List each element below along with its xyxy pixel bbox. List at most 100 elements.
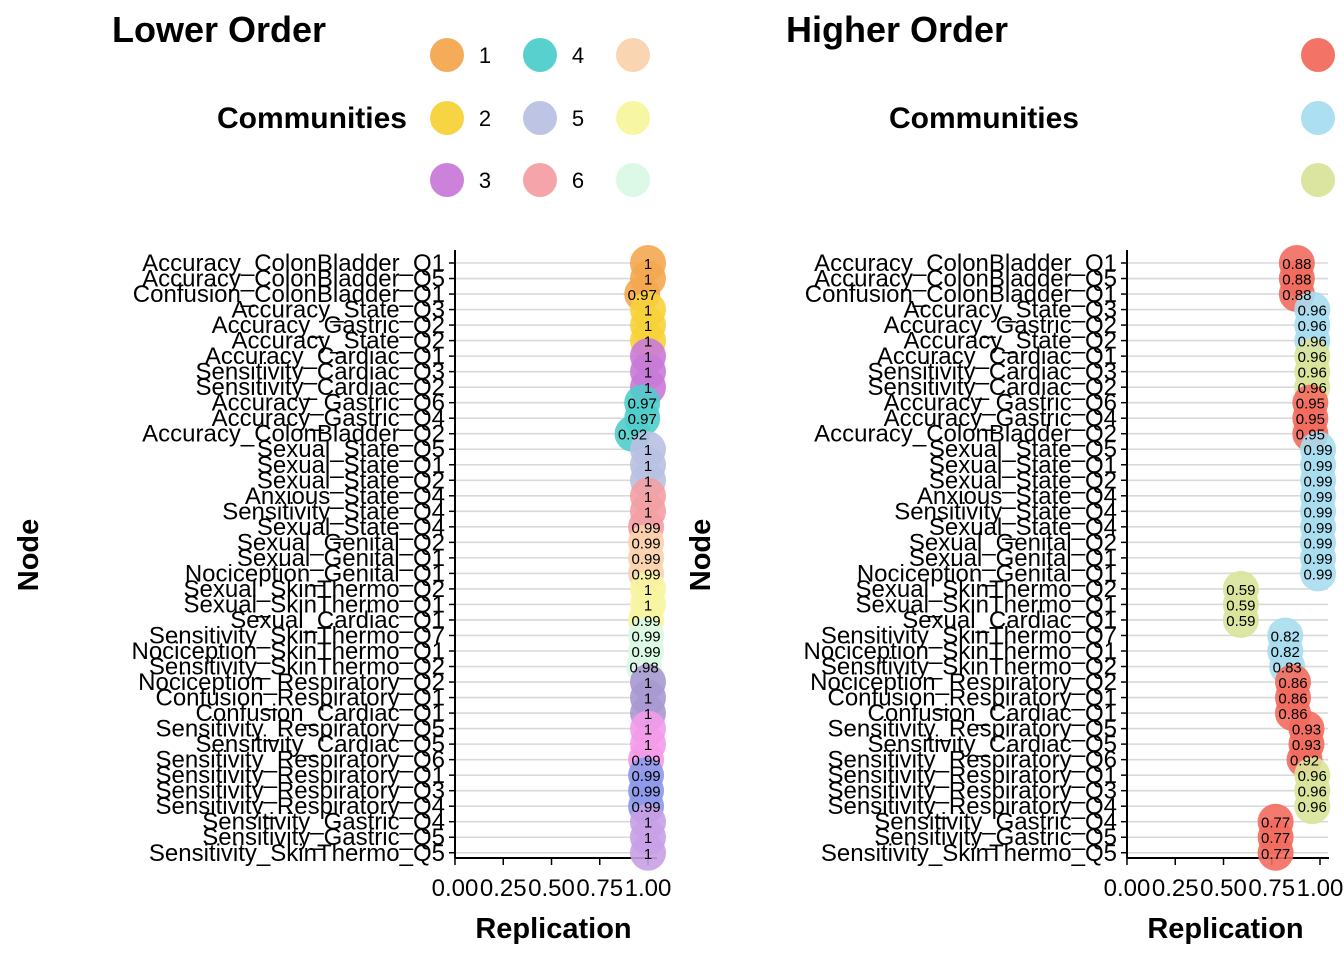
data-label: 0.77 [1261, 830, 1290, 847]
node-label: Nociception_Genital_Q1 [857, 560, 1117, 587]
node-label: Confusion_Cardiac_Q1 [868, 700, 1117, 727]
node-label: Accuracy_Gastric_Q4 [212, 405, 445, 432]
node-label: Sensitivity_SkinThermo_Q7 [821, 622, 1117, 649]
node-label: Accuracy_ColonBladder_Q2 [814, 421, 1117, 448]
legend-swatch [430, 163, 464, 197]
data-label: 1 [644, 706, 652, 723]
data-label: 0.96 [1298, 380, 1327, 397]
data-label: 1 [644, 256, 652, 273]
x-tick-label: 1.00 [1297, 875, 1344, 902]
data-label: 0.99 [631, 566, 660, 583]
data-label: 0.96 [1298, 318, 1327, 335]
x-tick-label: 0.75 [576, 875, 623, 902]
data-label: 0.99 [1303, 458, 1332, 475]
data-label: 1 [644, 691, 652, 708]
x-tick-label: 0.00 [1104, 875, 1151, 902]
panel-lower-order: Lower Order Communities 1 2 3 4 5 6 Accuracy_Col… [13, 9, 671, 945]
data-label: 0.99 [631, 768, 660, 785]
data-label: 1 [644, 489, 652, 506]
node-label: Sexual_Genital_Q1 [909, 545, 1117, 572]
legend-swatch [1301, 101, 1335, 135]
data-label: 0.97 [628, 411, 657, 428]
data-label: 0.97 [628, 396, 657, 413]
node-label: Confusion_ColonBladder_Q1 [805, 281, 1117, 308]
data-label: 1 [644, 722, 652, 739]
legend-swatch [1301, 163, 1335, 197]
data-label: 0.93 [1292, 737, 1321, 754]
data-label: 0.88 [1282, 272, 1311, 289]
node-label: Accuracy_ColonBladder_Q2 [142, 421, 445, 448]
data-label: 0.96 [1298, 334, 1327, 351]
x-tick-label: 1.00 [625, 875, 672, 902]
node-label: Sensitivity_State_Q4 [894, 498, 1117, 525]
legend-swatch [430, 101, 464, 135]
data-label: 0.83 [1273, 660, 1302, 677]
data-point [1300, 555, 1337, 592]
data-point [1294, 788, 1331, 825]
legend-label: 1 [479, 43, 491, 68]
data-label: 1 [644, 334, 652, 351]
data-label: 1 [644, 458, 652, 475]
data-label: 1 [644, 442, 652, 459]
node-label: Sexual_SkinThermo_Q1 [856, 591, 1117, 618]
data-label: 1 [644, 380, 652, 397]
node-label: Confusion_Respiratory_Q1 [828, 685, 1118, 712]
x-axis-title: Replication [1147, 913, 1303, 945]
data-label: 1 [644, 318, 652, 335]
legend-label: 3 [479, 168, 491, 193]
data-label: 0.99 [1303, 473, 1332, 490]
data-label: 0.99 [631, 644, 660, 661]
data-label: 0.59 [1226, 597, 1255, 614]
node-label: Sensitivity_Cardiac_Q3 [196, 359, 445, 386]
x-tick-label: 0.25 [1152, 875, 1199, 902]
node-label: Sensitivity_Cardiac_Q2 [868, 374, 1117, 401]
node-label: Accuracy_ColonBladder_Q1 [142, 250, 445, 277]
node-label: Sensitivity_Respiratory_Q6 [828, 747, 1117, 774]
x-tick-label: 0.50 [528, 875, 575, 902]
node-label: Sensitivity_SkinThermo_Q5 [821, 840, 1117, 867]
node-label: Accuracy_Gastric_Q2 [884, 312, 1117, 339]
node-label: Sensitivity_Gastric_Q5 [874, 824, 1117, 851]
node-label: Sensitivity_Respiratory_Q5 [156, 716, 445, 743]
data-label: 0.59 [1226, 582, 1255, 599]
data-label: 0.99 [631, 628, 660, 645]
legend-swatch [616, 101, 650, 135]
legend-title: Communities [217, 102, 407, 135]
data-label: 0.99 [631, 799, 660, 816]
node-label: Sensitivity_Gastric_Q5 [202, 824, 445, 851]
node-label: Sexual_State_Q2 [257, 467, 445, 494]
node-label: Nociception_Respiratory_Q2 [138, 669, 445, 696]
node-label: Sexual_SkinThermo_Q1 [184, 591, 445, 618]
data-label: 0.59 [1226, 613, 1255, 630]
node-label: Nociception_SkinThermo_Q1 [804, 638, 1118, 665]
node-label: Confusion_Cardiac_Q1 [196, 700, 445, 727]
data-label: 0.99 [1303, 442, 1332, 459]
data-label: 0.99 [1303, 520, 1332, 537]
node-label: Sensitivity_State_Q4 [222, 498, 445, 525]
node-label: Accuracy_Gastric_Q6 [212, 390, 445, 417]
data-label: 0.82 [1271, 628, 1300, 645]
node-label: Accuracy_State_Q2 [232, 328, 445, 355]
data-label: 0.86 [1278, 691, 1307, 708]
node-label: Sexual_SkinThermo_Q2 [184, 576, 445, 603]
data-label: 0.93 [1292, 722, 1321, 739]
legend-swatch [1301, 38, 1335, 72]
node-label: Sensitivity_Respiratory_Q6 [156, 747, 445, 774]
data-label: 0.86 [1278, 675, 1307, 692]
node-label: Sexual_Genital_Q1 [237, 545, 445, 572]
node-label: Sensitivity_Gastric_Q4 [874, 809, 1117, 836]
node-label: Accuracy_Gastric_Q6 [884, 390, 1117, 417]
node-label: Sensitivity_Respiratory_Q3 [828, 778, 1117, 805]
data-label: 0.95 [1296, 396, 1325, 413]
data-label: 0.95 [1296, 427, 1325, 444]
panel-title: Lower Order [112, 9, 326, 50]
data-label: 0.96 [1298, 799, 1327, 816]
data-label: 0.96 [1298, 349, 1327, 366]
legend-label: 2 [479, 106, 491, 131]
legend-swatch [616, 38, 650, 72]
data-label: 1 [644, 272, 652, 289]
node-label: Accuracy_ColonBladder_Q5 [142, 266, 445, 293]
node-label: Sexual_SkinThermo_Q2 [856, 576, 1117, 603]
node-label: Sexual_State_Q1 [929, 452, 1117, 479]
